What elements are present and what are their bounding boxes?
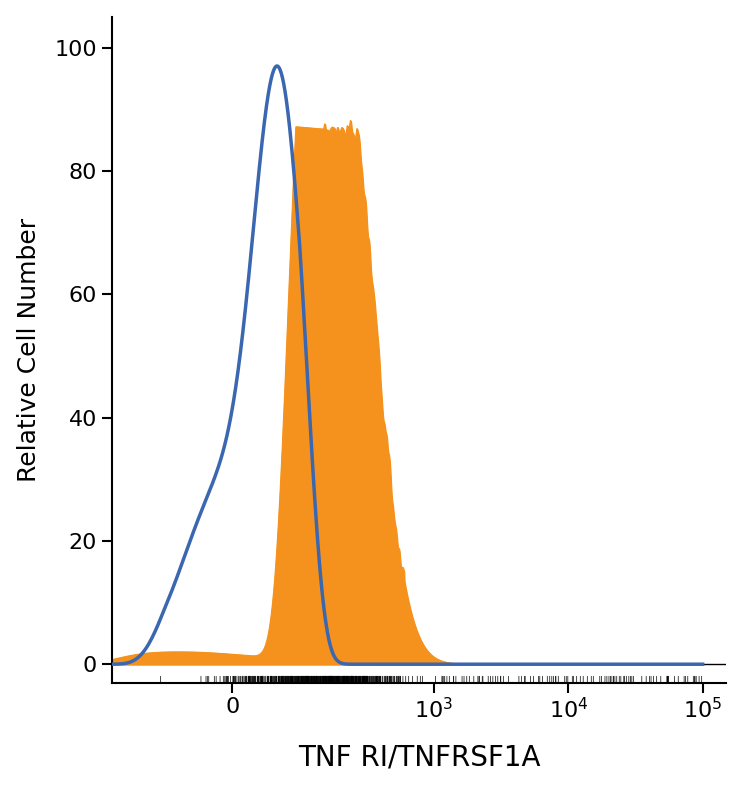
X-axis label: TNF RI/TNFRSF1A: TNF RI/TNFRSF1A [298,743,540,771]
Y-axis label: Relative Cell Number: Relative Cell Number [16,217,41,481]
